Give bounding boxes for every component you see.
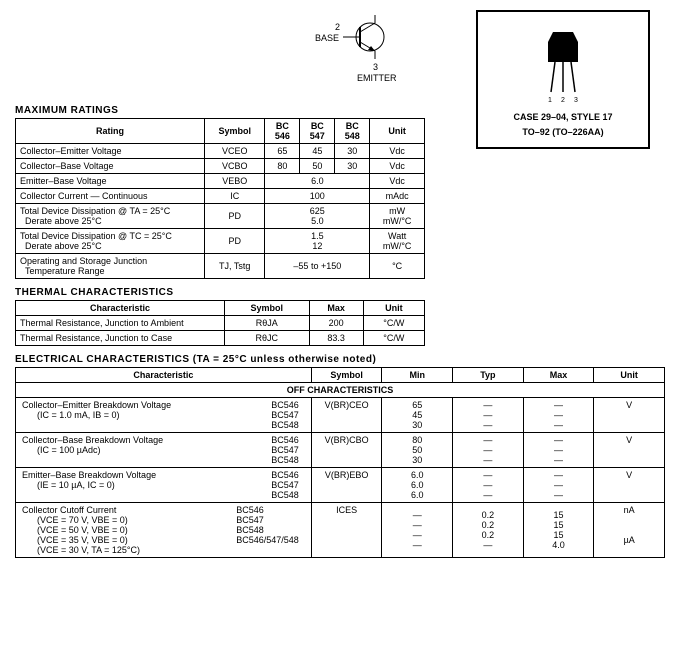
table-row: Collector–Emitter VoltageVCEO654530Vdc xyxy=(16,144,425,159)
table-header: Unit xyxy=(594,368,665,383)
table-row: Total Device Dissipation @ TC = 25°C Der… xyxy=(16,229,425,254)
svg-text:1: 1 xyxy=(548,97,552,104)
thermal-table: CharacteristicSymbolMaxUnit Thermal Resi… xyxy=(15,300,425,346)
transistor-symbol: 2 BASE 3 EMITTER xyxy=(315,15,415,95)
pin-3-label: 3 xyxy=(373,62,378,72)
thermal-title: THERMAL CHARACTERISTICS xyxy=(15,287,665,298)
table-row: Collector–Base VoltageVCBO805030Vdc xyxy=(16,159,425,174)
table-header: Characteristic xyxy=(16,301,225,316)
elec-table: CharacteristicSymbolMinTypMaxUnit OFF CH… xyxy=(15,367,665,558)
table-header: Typ xyxy=(453,368,524,383)
table-row: Emitter–Base Breakdown Voltage(IE = 10 µ… xyxy=(16,468,665,503)
table-row: Total Device Dissipation @ TA = 25°C Der… xyxy=(16,204,425,229)
table-header: Max xyxy=(309,301,363,316)
emitter-label: EMITTER xyxy=(357,73,397,83)
table-row: Thermal Resistance, Junction to AmbientR… xyxy=(16,316,425,331)
table-header: Symbol xyxy=(205,119,265,144)
base-label: BASE xyxy=(315,33,339,43)
table-row: Operating and Storage Junction Temperatu… xyxy=(16,254,425,279)
table-row: Emitter–Base VoltageVEBO6.0Vdc xyxy=(16,174,425,189)
elec-title: ELECTRICAL CHARACTERISTICS (TA = 25°C un… xyxy=(15,354,665,365)
table-header: Characteristic xyxy=(16,368,312,383)
table-header: Symbol xyxy=(225,301,310,316)
package-type: TO–92 (TO–226AA) xyxy=(488,127,638,137)
table-header: BC546 xyxy=(265,119,300,144)
svg-text:2: 2 xyxy=(561,97,565,104)
table-row: Collector–Emitter Breakdown Voltage(IC =… xyxy=(16,398,665,433)
table-row: Thermal Resistance, Junction to CaseRθJC… xyxy=(16,331,425,346)
table-header: Symbol xyxy=(311,368,382,383)
table-header: Max xyxy=(523,368,594,383)
table-header: Unit xyxy=(370,119,425,144)
package-case: CASE 29–04, STYLE 17 xyxy=(488,112,638,122)
table-row: Collector Cutoff Current(VCE = 70 V, VBE… xyxy=(16,503,665,558)
table-header: Rating xyxy=(16,119,205,144)
table-row: Collector–Base Breakdown Voltage(IC = 10… xyxy=(16,433,665,468)
svg-text:3: 3 xyxy=(574,97,578,104)
table-header: BC547 xyxy=(300,119,335,144)
to92-icon: 1 2 3 xyxy=(533,27,593,107)
off-char-title: OFF CHARACTERISTICS xyxy=(16,383,665,398)
package-box: 1 2 3 CASE 29–04, STYLE 17 TO–92 (TO–226AA… xyxy=(476,10,650,149)
max-ratings-table: RatingSymbolBC546BC547BC548Unit Collecto… xyxy=(15,118,425,279)
table-header: Unit xyxy=(363,301,424,316)
table-header: BC548 xyxy=(335,119,370,144)
pin-2-label: 2 xyxy=(335,22,340,32)
table-row: Collector Current — ContinuousIC100mAdc xyxy=(16,189,425,204)
table-header: Min xyxy=(382,368,453,383)
